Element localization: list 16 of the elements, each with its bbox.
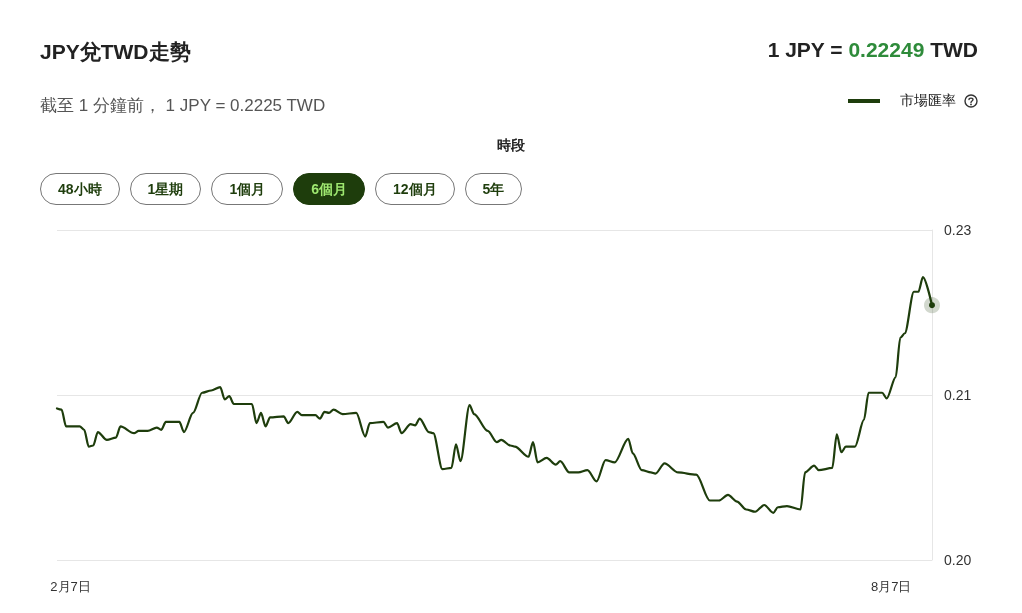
y-tick-label: 0.20	[944, 552, 972, 568]
chart-subtitle: 截至 1 分鐘前， 1 JPY = 0.2225 TWD	[40, 95, 326, 117]
y-tick-label: 0.23	[944, 222, 972, 238]
period-button: 5年	[464, 173, 523, 205]
period-button: 48小時	[40, 173, 120, 205]
text: 1 JPY = 0.22249 TWD	[767, 38, 978, 62]
period-button: 6個月	[293, 173, 365, 205]
chart-title: JPY兌TWD走勢	[40, 39, 191, 65]
period-button: 12個月	[374, 173, 455, 205]
x-tick-label: 8月7日	[870, 579, 912, 594]
x-tick-label: 2月7日	[50, 579, 91, 594]
period-button: 1星期	[129, 173, 202, 205]
legend-label: 市場匯率	[900, 92, 956, 110]
text: 時段	[496, 137, 526, 155]
period-button: 1個月	[211, 173, 284, 205]
y-tick-label: 0.21	[944, 387, 972, 403]
